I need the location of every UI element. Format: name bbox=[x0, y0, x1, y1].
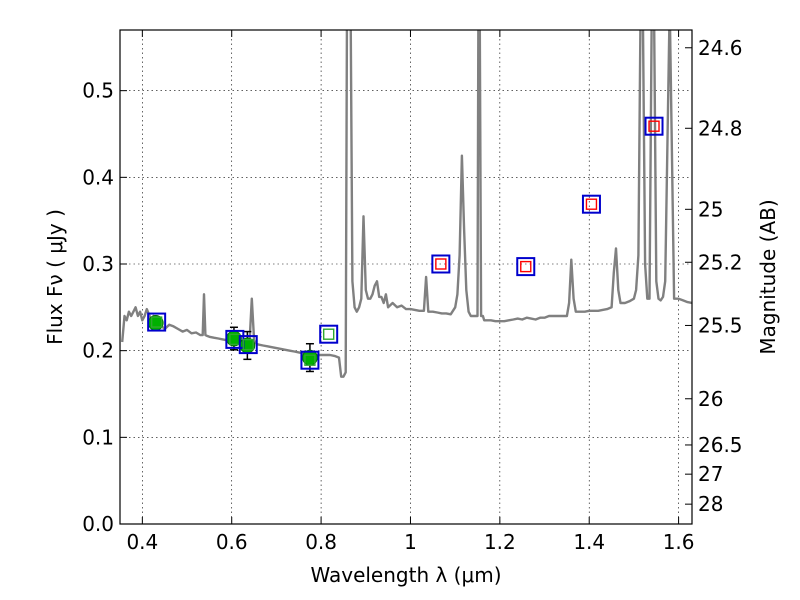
predicted-box-inner bbox=[585, 198, 598, 210]
model-box-outer bbox=[319, 324, 339, 344]
y-tick-label: 0.2 bbox=[82, 339, 114, 363]
y2-axis-label: Magnitude (AB) bbox=[756, 199, 780, 354]
y2-tick-label: 24.6 bbox=[698, 36, 743, 60]
y2-tick-label: 25 bbox=[698, 197, 723, 221]
y2-tick-label: 26.5 bbox=[698, 433, 743, 457]
x-tick-label: 1.2 bbox=[484, 530, 516, 554]
model-box-inner bbox=[322, 328, 335, 340]
predicted-box-outer bbox=[516, 257, 536, 277]
predicted-box-inner bbox=[520, 260, 532, 273]
y-tick-label: 0.4 bbox=[82, 165, 114, 189]
model-box-outer bbox=[147, 312, 167, 332]
predicted-box-outer bbox=[644, 116, 664, 136]
predicted-box-inner bbox=[648, 120, 660, 132]
model-box-outer bbox=[300, 350, 320, 370]
predicted-box-outer bbox=[581, 194, 601, 214]
y2-tick-label: 28 bbox=[698, 492, 723, 516]
x-tick-label: 1.6 bbox=[663, 530, 695, 554]
model-box-inner bbox=[304, 354, 316, 366]
y2-tick-label: 25.2 bbox=[698, 250, 743, 274]
y2-tick-label: 24.8 bbox=[698, 116, 743, 140]
y2-tick-label: 25.5 bbox=[698, 313, 743, 337]
x-tick-label: 1 bbox=[404, 530, 417, 554]
plot-frame bbox=[119, 29, 693, 525]
y-tick-label: 0.3 bbox=[82, 252, 114, 276]
y-tick-label: 0.0 bbox=[82, 512, 114, 536]
y2-tick-label: 26 bbox=[698, 387, 723, 411]
x-axis-label: Wavelength λ (μm) bbox=[310, 563, 501, 587]
y-tick-label: 0.5 bbox=[82, 79, 114, 103]
series-layer bbox=[121, 30, 692, 378]
predicted-box-outer bbox=[431, 254, 451, 274]
ticks: 0.4 0.6 0.8 1 1.2 1.4 1.6 0.0 0.1 0.2 0.3 0.4 0.5 24.… bbox=[82, 30, 743, 554]
sed-model-line bbox=[121, 30, 692, 378]
y-axis-label: Flux Fν ( μJy ) bbox=[43, 209, 67, 345]
x-tick-label: 0.8 bbox=[305, 530, 337, 554]
y2-tick-label: 27 bbox=[698, 462, 723, 486]
y-tick-label: 0.1 bbox=[82, 425, 114, 449]
x-tick-label: 1.4 bbox=[573, 530, 605, 554]
model-box-inner bbox=[150, 316, 163, 328]
predicted-box-inner bbox=[435, 258, 447, 270]
x-tick-label: 0.6 bbox=[216, 530, 248, 554]
model-box-inner bbox=[242, 338, 254, 351]
model-box-outer bbox=[238, 335, 258, 355]
x-tick-label: 0.4 bbox=[126, 530, 158, 554]
